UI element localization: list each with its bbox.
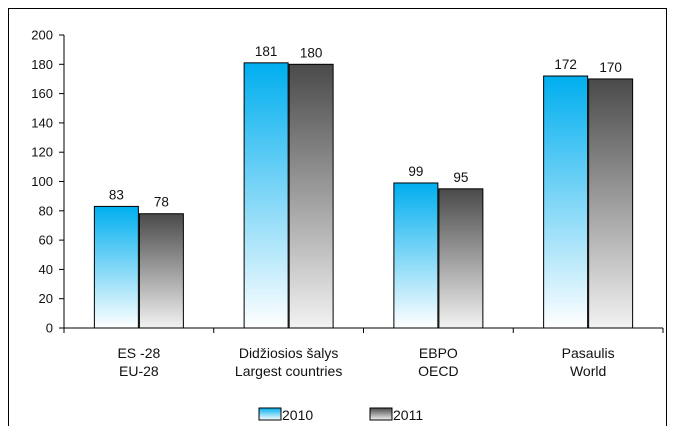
y-tick-label: 80: [39, 203, 53, 218]
x-category-label: OECD: [418, 363, 458, 379]
y-tick-label: 60: [39, 233, 53, 248]
bar-2011: [288, 63, 334, 329]
data-label: 180: [300, 45, 323, 60]
y-tick-label: 120: [31, 145, 53, 160]
y-tick-label: 180: [31, 57, 53, 72]
data-label: 78: [154, 195, 169, 210]
bar-2010: [243, 62, 289, 329]
legend-label: 2010: [282, 407, 313, 423]
y-tick-label: 100: [31, 174, 53, 189]
y-tick-label: 0: [46, 321, 53, 336]
data-label: 170: [599, 60, 622, 75]
y-tick-label: 20: [39, 291, 53, 306]
bar-2011: [438, 188, 484, 329]
x-category-label: EU-28: [119, 363, 159, 379]
legend-label: 2011: [393, 407, 423, 423]
data-label: 95: [453, 170, 468, 185]
y-tick-label: 160: [31, 86, 53, 101]
bar-2011: [588, 78, 634, 329]
x-category-label: Didžiosios šalys: [239, 345, 339, 361]
bar-2010: [543, 75, 589, 329]
bar-2010: [393, 182, 439, 329]
x-category-label: EBPO: [419, 345, 458, 361]
y-tick-label: 200: [31, 28, 53, 43]
legend-swatch-2010: [258, 407, 282, 421]
data-label: 99: [408, 164, 423, 179]
x-category-label: Largest countries: [235, 363, 342, 379]
data-label: 181: [255, 44, 278, 59]
data-label: 83: [109, 187, 124, 202]
x-category-label: World: [570, 363, 606, 379]
bar-2010: [93, 205, 139, 329]
x-category-label: Pasaulis: [562, 345, 615, 361]
y-tick-label: 140: [31, 115, 53, 130]
legend-swatch-2011: [369, 407, 393, 421]
bar-2011: [138, 213, 184, 329]
y-tick-label: 40: [39, 262, 53, 277]
data-label: 172: [554, 57, 577, 72]
x-category-label: ES -28: [117, 345, 160, 361]
